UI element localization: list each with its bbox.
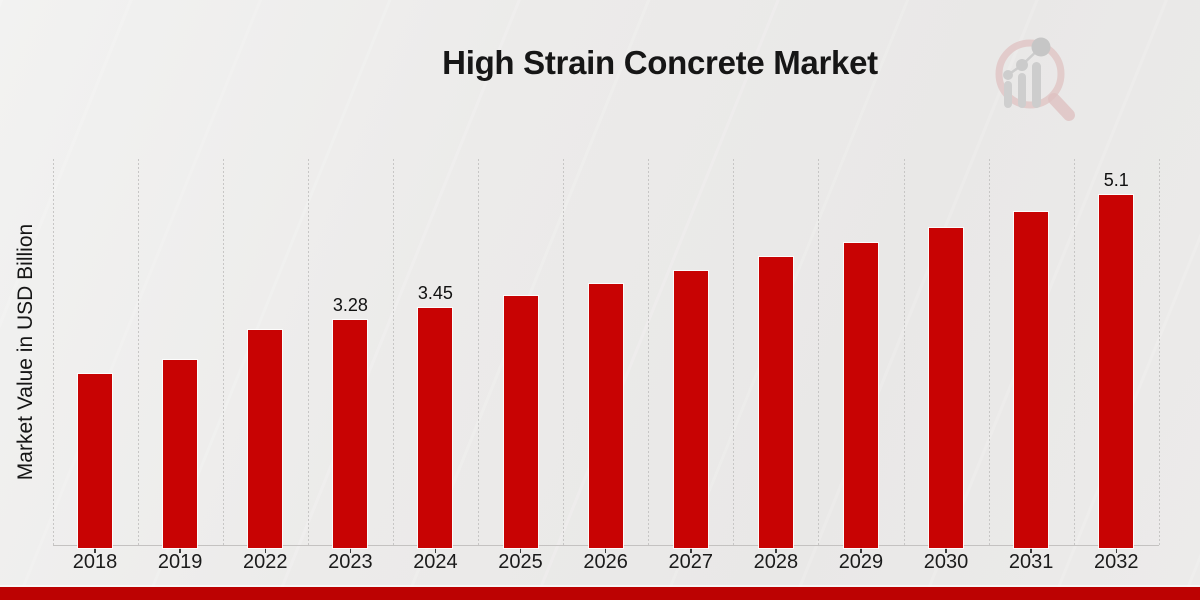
gridline	[563, 159, 565, 545]
bar-2031	[1014, 212, 1049, 548]
gridline	[392, 159, 394, 545]
magnifier-bar-chart-watermark-icon	[995, 37, 1075, 121]
x-tick-2023	[349, 548, 352, 553]
gridline	[307, 159, 309, 545]
bar-2024	[418, 308, 453, 548]
x-tick-label-2024: 2024	[413, 551, 458, 573]
gridline	[478, 159, 479, 545]
bar-2030	[929, 228, 964, 548]
x-tick-2019	[179, 548, 181, 553]
gridline	[137, 159, 139, 545]
x-tick-label-2032: 2032	[1094, 551, 1139, 573]
bar-2018	[78, 373, 113, 548]
bar-2025	[503, 296, 538, 548]
x-tick-2026	[604, 548, 607, 553]
x-tick-2028	[775, 548, 777, 553]
bar-2029	[843, 242, 878, 548]
x-tick-2031	[1030, 548, 1032, 553]
x-tick-label-2030: 2030	[923, 551, 969, 573]
x-tick-2022	[264, 548, 266, 553]
footer-band	[0, 587, 1200, 600]
bar-2022	[248, 330, 283, 548]
x-tick-label-2031: 2031	[1008, 551, 1054, 573]
gridline	[903, 159, 905, 545]
x-tick-2027	[690, 548, 692, 553]
x-tick-2025	[519, 548, 522, 553]
x-tick-label-2027: 2027	[668, 551, 714, 573]
x-tick-label-2022: 2022	[243, 551, 288, 573]
x-tick-label-2019: 2019	[157, 551, 203, 573]
bar-value-label-2023: 3.28	[332, 295, 368, 316]
chart-title: High Strain Concrete Market	[442, 44, 878, 81]
x-tick-2032	[1115, 548, 1117, 553]
gridline	[1158, 159, 1160, 545]
gridline	[988, 159, 990, 545]
bar-2028	[758, 257, 793, 548]
x-tick-label-2028: 2028	[753, 551, 799, 573]
bar-2023	[333, 320, 368, 548]
bar-2019	[163, 359, 198, 548]
footer-band-edge	[0, 585, 1200, 587]
x-tick-2029	[860, 548, 862, 553]
x-tick-label-2026: 2026	[583, 551, 628, 573]
gridline	[818, 159, 820, 545]
y-axis-line	[52, 159, 54, 545]
x-tick-label-2025: 2025	[498, 551, 543, 573]
x-tick-2030	[945, 548, 947, 553]
bar-2027	[673, 270, 708, 548]
x-tick-2024	[434, 548, 437, 553]
gridline	[733, 159, 735, 545]
gridline	[1073, 159, 1075, 545]
y-axis-title: Market Value in USD Billion	[14, 223, 37, 481]
x-tick-label-2029: 2029	[838, 551, 884, 573]
bar-value-label-2032: 5.1	[1103, 170, 1129, 191]
x-tick-label-2023: 2023	[328, 551, 373, 573]
bar-2026	[588, 284, 623, 548]
bar-value-label-2024: 3.45	[417, 283, 453, 304]
x-tick-label-2018: 2018	[72, 551, 118, 573]
x-tick-2018	[94, 548, 96, 553]
gridline	[222, 159, 224, 545]
gridline	[648, 159, 650, 545]
bar-2032	[1099, 195, 1134, 548]
